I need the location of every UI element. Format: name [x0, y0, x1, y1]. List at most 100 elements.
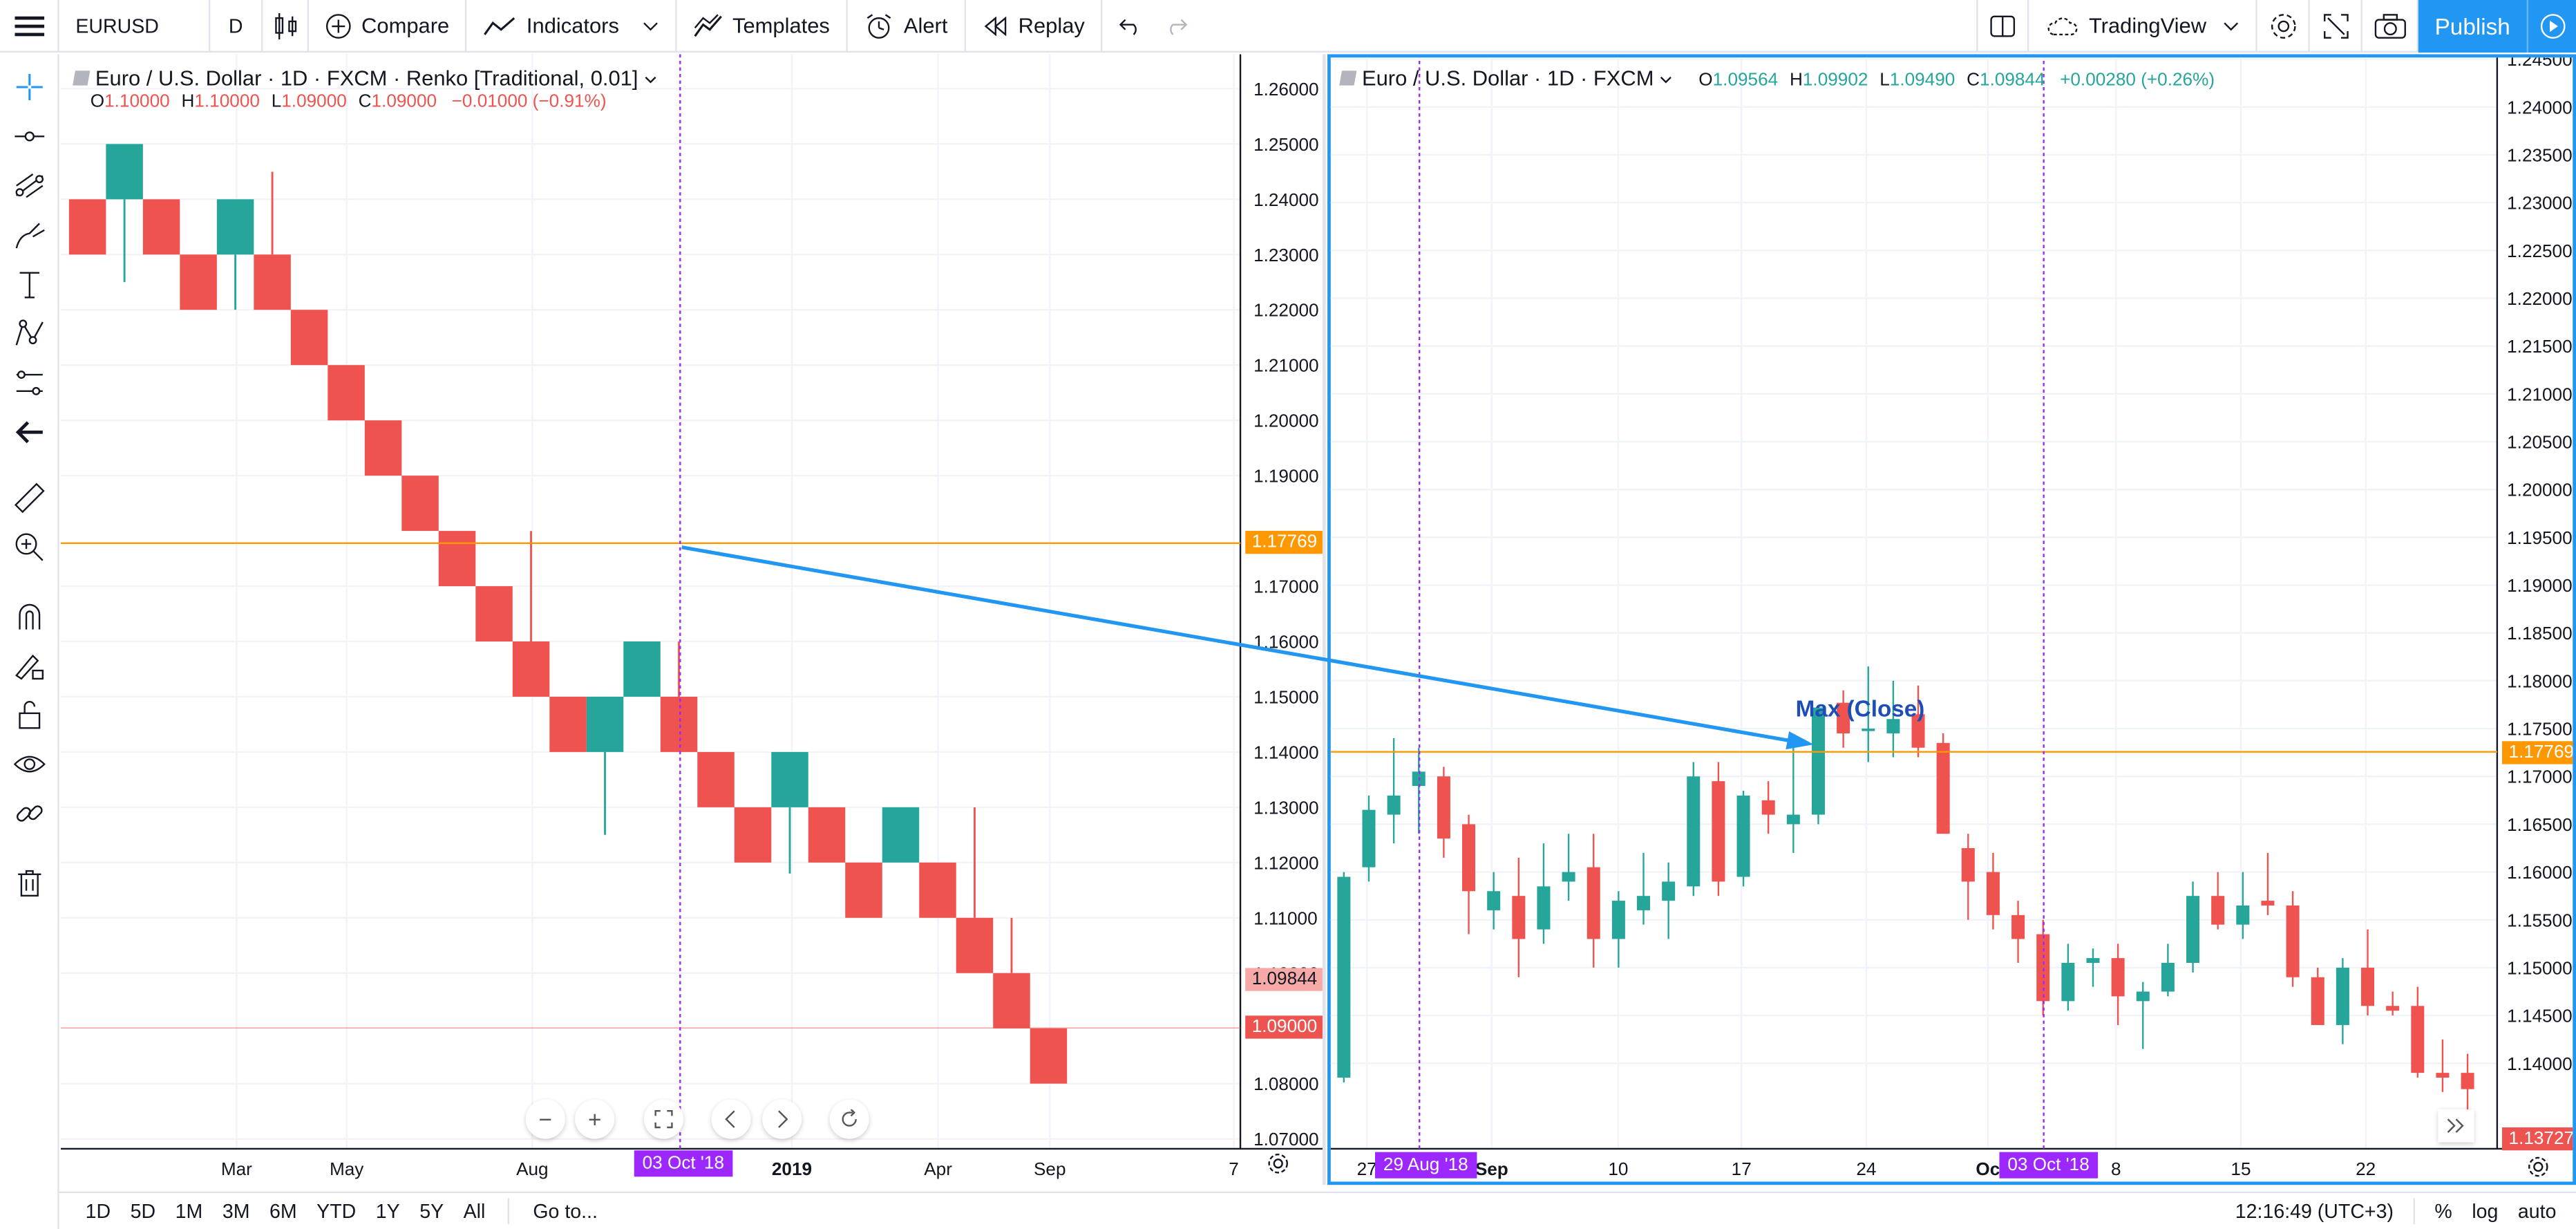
indicators-button[interactable]: Indicators	[467, 0, 677, 52]
magnet-tool[interactable]	[10, 597, 49, 636]
range-button-3m[interactable]: 3M	[222, 1199, 250, 1223]
percent-toggle[interactable]: %	[2434, 1199, 2452, 1223]
pattern-icon	[15, 319, 44, 346]
renko-time-tick: 7	[1229, 1158, 1239, 1179]
back-tool[interactable]	[10, 413, 49, 452]
renko-time-tick: 2019	[772, 1158, 812, 1179]
renko-legend[interactable]: Euro / U.S. Dollar · 1D · FXCM · Renko […	[73, 66, 657, 91]
range-button-all[interactable]: All	[463, 1199, 486, 1223]
renko-axis-settings[interactable]	[1267, 1152, 1289, 1183]
daily-price-tick: 1.20500	[2507, 432, 2573, 453]
visibility-tool[interactable]	[10, 744, 49, 784]
unlock-icon	[19, 701, 41, 729]
reset-chart-button[interactable]	[829, 1099, 869, 1139]
remove-drawings-tool[interactable]	[10, 863, 49, 902]
compare-plus-icon	[325, 13, 351, 38]
daily-candle-down	[1936, 742, 1950, 834]
fib-tool[interactable]	[10, 166, 49, 205]
daily-time-tick: 27	[1357, 1158, 1377, 1179]
zoom-in-button[interactable]: +	[575, 1099, 615, 1139]
publish-button[interactable]: Publish	[2418, 0, 2527, 52]
alert-button[interactable]: Alert	[848, 0, 966, 52]
forecast-tool[interactable]	[10, 363, 49, 402]
play-icon	[2539, 13, 2565, 38]
scroll-right-button[interactable]	[762, 1099, 802, 1139]
renko-chart-canvas[interactable]: 1.26000 1.25000 1.24000 1.23000 1.22000 1.210…	[60, 54, 1326, 1185]
daily-time-tick: Oc	[1976, 1158, 2000, 1179]
unlock-tool[interactable]	[10, 695, 49, 735]
range-button-1y[interactable]: 1Y	[375, 1199, 400, 1223]
candles-icon	[274, 12, 296, 39]
daily-candle-up	[1337, 876, 1351, 1078]
goto-button[interactable]: Go to...	[533, 1199, 598, 1223]
zoom-tool[interactable]	[10, 527, 49, 567]
range-button-ytd[interactable]: YTD	[316, 1199, 357, 1223]
chevron-down-icon	[2224, 21, 2239, 30]
range-button-6m[interactable]: 6M	[269, 1199, 297, 1223]
daily-price-tick: 1.20000	[2507, 480, 2573, 500]
compare-button[interactable]: Compare	[309, 0, 468, 52]
snapshot-button[interactable]	[2362, 0, 2418, 52]
ohlc-change: −0.01000 (−0.91%)	[451, 92, 607, 112]
menu-button[interactable]	[0, 0, 59, 52]
log-toggle[interactable]: log	[2472, 1199, 2499, 1223]
crosshair-tool[interactable]	[10, 67, 49, 106]
symbol-search[interactable]: EURUSD	[59, 0, 211, 52]
renko-chart-pane[interactable]: 1.26000 1.25000 1.24000 1.23000 1.22000 1.210…	[60, 54, 1326, 1185]
auto-toggle[interactable]: auto	[2517, 1199, 2557, 1223]
renko-legend-title: Euro / U.S. Dollar · 1D · FXCM · Renko […	[95, 66, 638, 91]
renko-price-tick: 1.24000	[1253, 189, 1318, 210]
link-tool[interactable]	[10, 794, 49, 833]
layout-button[interactable]	[1977, 0, 2030, 52]
daily-candle-down	[2461, 1073, 2474, 1089]
replay-button[interactable]: Replay	[966, 0, 1104, 52]
undo-icon[interactable]	[1119, 16, 1142, 36]
daily-candle-up	[2161, 963, 2175, 992]
daily-chart-canvas[interactable]: 1.24500 1.24000 1.23500 1.23000 1.22500 1.220…	[1327, 54, 2576, 1185]
redo-icon[interactable]	[1165, 16, 1188, 36]
range-buttons: 1D 5D 1M 3M 6M YTD 1Y 5Y All	[75, 1200, 495, 1223]
zoom-out-button[interactable]: −	[525, 1099, 565, 1139]
symbol-label: EURUSD	[75, 14, 159, 37]
range-button-5d[interactable]: 5D	[130, 1199, 156, 1223]
fullscreen-icon	[2322, 13, 2348, 38]
settings-button[interactable]	[2257, 0, 2310, 52]
renko-price-tick: 1.22000	[1253, 300, 1318, 321]
templates-icon	[694, 13, 722, 37]
text-tool[interactable]	[10, 265, 49, 304]
daily-time-tick: 15	[2231, 1158, 2251, 1179]
clock: 12:16:49 (UTC+3)	[2235, 1199, 2394, 1223]
trendline-tool[interactable]	[10, 117, 49, 156]
pattern-tool[interactable]	[10, 314, 49, 353]
range-button-1d[interactable]: 1D	[85, 1199, 111, 1223]
daily-candle-up	[2136, 991, 2150, 1002]
daily-price-tick: 1.18000	[2507, 670, 2573, 691]
layout-name-button[interactable]: TradingView	[2029, 0, 2257, 52]
daily-price-tick: 1.16000	[2507, 862, 2573, 883]
ohlc-close: 1.09844	[1980, 71, 2045, 91]
fullscreen-button[interactable]	[2310, 0, 2362, 52]
templates-button[interactable]: Templates	[676, 0, 849, 52]
ohlc-l-label: L	[271, 92, 282, 112]
daily-axis-settings[interactable]	[2527, 1155, 2550, 1181]
renko-time-tick: Aug	[516, 1158, 549, 1179]
daily-candle-down	[1462, 824, 1476, 892]
lock-drawing-tool[interactable]	[10, 646, 49, 685]
reset-zoom-button[interactable]	[644, 1099, 684, 1139]
daily-legend[interactable]: Euro / U.S. Dollar · 1D · FXCM O1.09564 …	[1339, 66, 2215, 91]
scroll-left-button[interactable]	[711, 1099, 751, 1139]
ohlc-o-label: O	[90, 92, 105, 112]
scroll-to-realtime-button[interactable]	[2438, 1109, 2474, 1143]
publish-play-button[interactable]	[2526, 0, 2576, 52]
brush-tool[interactable]	[10, 215, 49, 254]
ruler-tool[interactable]	[10, 478, 49, 518]
range-button-1m[interactable]: 1M	[175, 1199, 203, 1223]
ohlc-c-label: C	[1967, 71, 1980, 91]
replay-label: Replay	[1018, 13, 1085, 38]
renko-brick-down	[660, 696, 698, 752]
daily-chart-pane[interactable]: 1.24500 1.24000 1.23500 1.23000 1.22500 1.220…	[1327, 54, 2576, 1185]
range-button-5y[interactable]: 5Y	[419, 1199, 444, 1223]
max-close-annotation[interactable]: Max (Close)	[1796, 697, 1925, 722]
chart-type-button[interactable]	[263, 0, 309, 52]
interval-button[interactable]: D	[210, 0, 263, 52]
